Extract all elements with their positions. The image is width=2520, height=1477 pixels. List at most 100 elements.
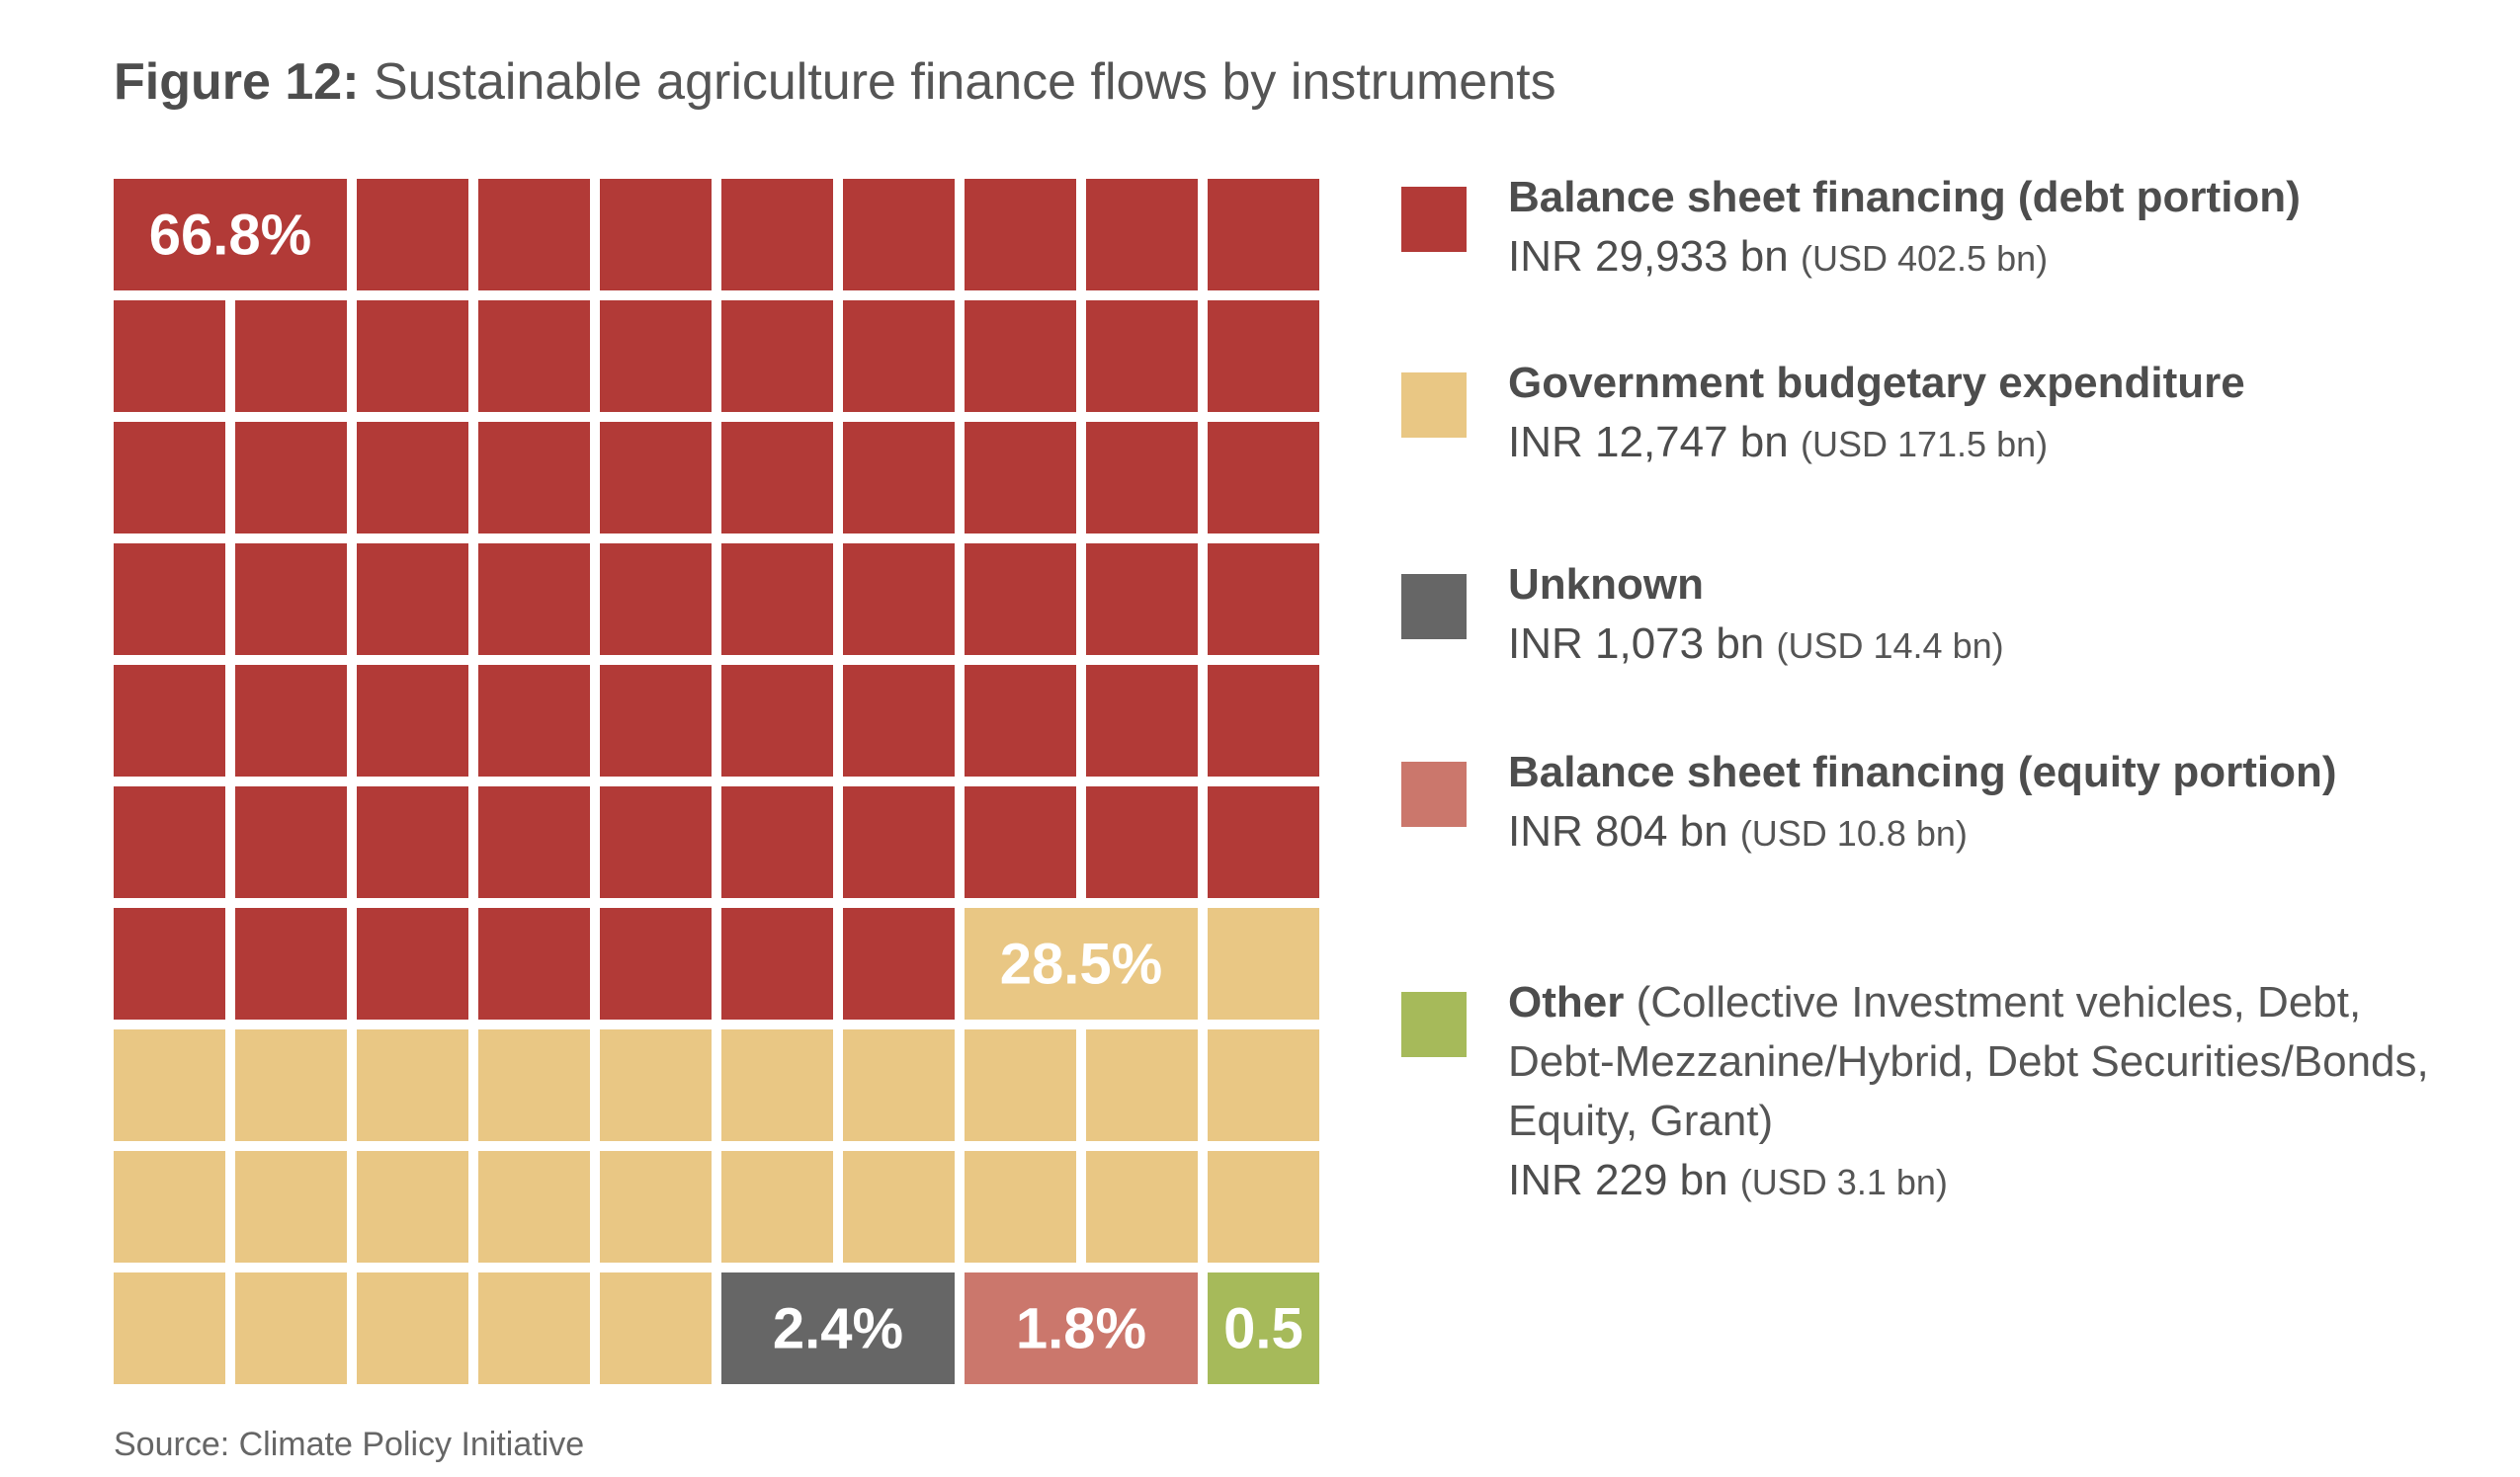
waffle-cell-0	[114, 300, 225, 412]
waffle-cell-0	[965, 179, 1076, 290]
legend-text-government: Government budgetary expenditure INR 12,…	[1508, 354, 2477, 474]
waffle-cell-0	[600, 786, 712, 898]
waffle-cell-0	[357, 543, 468, 655]
waffle-data-label-4: 0.5	[1223, 1297, 1303, 1361]
waffle-cell-0	[1086, 422, 1198, 533]
waffle-cell-0	[357, 422, 468, 533]
waffle-cell-0	[478, 786, 590, 898]
waffle-cell-4	[1208, 1272, 1319, 1384]
waffle-cell-0	[1086, 543, 1198, 655]
waffle-cell-0	[357, 665, 468, 777]
waffle-cell-0	[478, 422, 590, 533]
waffle-data-label-2: 2.4%	[773, 1297, 903, 1361]
waffle-cell-0	[843, 543, 955, 655]
waffle-cell-0	[235, 543, 347, 655]
waffle-cell-1	[1086, 1151, 1198, 1263]
legend-swatch-unknown	[1401, 574, 1467, 639]
source-note: Source: Climate Policy Initiative	[114, 1426, 585, 1463]
waffle-cell-1	[843, 1029, 955, 1141]
waffle-cell-1	[1208, 1029, 1319, 1141]
waffle-cell-0	[600, 179, 712, 290]
waffle-cell-0	[478, 179, 590, 290]
legend-usd-other: (USD 3.1 bn)	[1739, 1162, 1948, 1202]
legend-name-other: Other	[1508, 978, 1625, 1026]
legend-usd-unknown: (USD 14.4 bn)	[1776, 625, 2004, 666]
waffle-cell-0	[1208, 179, 1319, 290]
legend-text-unknown: Unknown INR 1,073 bn (USD 14.4 bn)	[1508, 555, 2477, 676]
waffle-cell-0	[1086, 179, 1198, 290]
waffle-cell-0	[965, 786, 1076, 898]
waffle-cell-0	[1208, 422, 1319, 533]
waffle-cell-0	[721, 543, 833, 655]
waffle-cell-0	[965, 543, 1076, 655]
waffle-cell-0	[721, 908, 833, 1020]
waffle-cell-1	[478, 1272, 590, 1384]
waffle-cell-0	[1086, 786, 1198, 898]
legend-inr-other: INR 229 bn	[1508, 1156, 1728, 1204]
legend-name-equity: Balance sheet financing (equity portion)	[1508, 748, 2337, 796]
waffle-cell-0	[478, 543, 590, 655]
waffle-cell-0	[843, 665, 955, 777]
waffle-cell-0	[114, 908, 225, 1020]
waffle-cell-0	[1208, 543, 1319, 655]
legend-text-equity: Balance sheet financing (equity portion)…	[1508, 743, 2477, 863]
waffle-cell-0	[843, 179, 955, 290]
waffle-cell-1	[1208, 1151, 1319, 1263]
waffle-cell-0	[235, 786, 347, 898]
waffle-cell-0	[843, 908, 955, 1020]
waffle-cell-0	[235, 422, 347, 533]
waffle-cell-1	[478, 1029, 590, 1141]
waffle-label-bg-1	[965, 908, 1198, 1020]
waffle-cell-0	[1208, 786, 1319, 898]
waffle-data-label-3: 1.8%	[1016, 1297, 1146, 1361]
waffle-cell-0	[114, 786, 225, 898]
waffle-cell-1	[600, 1029, 712, 1141]
waffle-data-label-0: 66.8%	[149, 204, 311, 268]
waffle-cell-0	[1086, 665, 1198, 777]
waffle-svg: 66.8% 28.5% 2.4% 1.8% 0.5	[114, 179, 1319, 1384]
waffle-cell-0	[357, 179, 468, 290]
waffle-cell-1	[600, 1151, 712, 1263]
waffle-label-bg-3	[965, 1272, 1198, 1384]
waffle-cell-0	[843, 786, 955, 898]
legend-inr-unknown: INR 1,073 bn	[1508, 619, 1765, 668]
legend-name-government: Government budgetary expenditure	[1508, 359, 2245, 407]
waffle-cell-1	[1086, 1029, 1198, 1141]
waffle-label-bg-0	[114, 179, 347, 290]
waffle-cell-0	[357, 786, 468, 898]
waffle-cell-1	[1208, 908, 1319, 1020]
waffle-cell-0	[721, 179, 833, 290]
waffle-cell-0	[114, 665, 225, 777]
legend-usd-equity: (USD 10.8 bn)	[1739, 813, 1968, 854]
legend-swatch-other	[1401, 992, 1467, 1057]
waffle-cell-1	[721, 1151, 833, 1263]
waffle-cell-1	[600, 1272, 712, 1384]
waffle-cell-0	[478, 908, 590, 1020]
waffle-cell-0	[843, 422, 955, 533]
waffle-cell-0	[1208, 665, 1319, 777]
waffle-cell-1	[478, 1151, 590, 1263]
legend-inr-government: INR 12,747 bn	[1508, 418, 1789, 466]
chart-title: Figure 12: Sustainable agriculture finan…	[114, 47, 1556, 117]
waffle-cell-0	[600, 908, 712, 1020]
title-separator: :	[342, 53, 360, 111]
legend-inr-debt: INR 29,933 bn	[1508, 232, 1789, 281]
legend-text-debt: Balance sheet financing (debt portion) I…	[1508, 168, 2477, 288]
waffle-cell-1	[357, 1151, 468, 1263]
waffle-cell-0	[235, 665, 347, 777]
waffle-cell-0	[721, 786, 833, 898]
legend-swatch-debt	[1401, 187, 1467, 252]
waffle-cell-0	[965, 300, 1076, 412]
waffle-cell-1	[721, 1029, 833, 1141]
waffle-cell-1	[114, 1029, 225, 1141]
waffle-cell-0	[478, 665, 590, 777]
waffle-cell-1	[965, 1029, 1076, 1141]
waffle-cell-0	[965, 422, 1076, 533]
waffle-cell-1	[965, 1151, 1076, 1263]
legend-swatch-government	[1401, 372, 1467, 438]
title-text: Sustainable agriculture finance flows by…	[359, 53, 1556, 111]
waffle-cell-0	[357, 908, 468, 1020]
waffle-cell-1	[843, 1151, 955, 1263]
waffle-cell-0	[721, 422, 833, 533]
waffle-cell-0	[721, 665, 833, 777]
